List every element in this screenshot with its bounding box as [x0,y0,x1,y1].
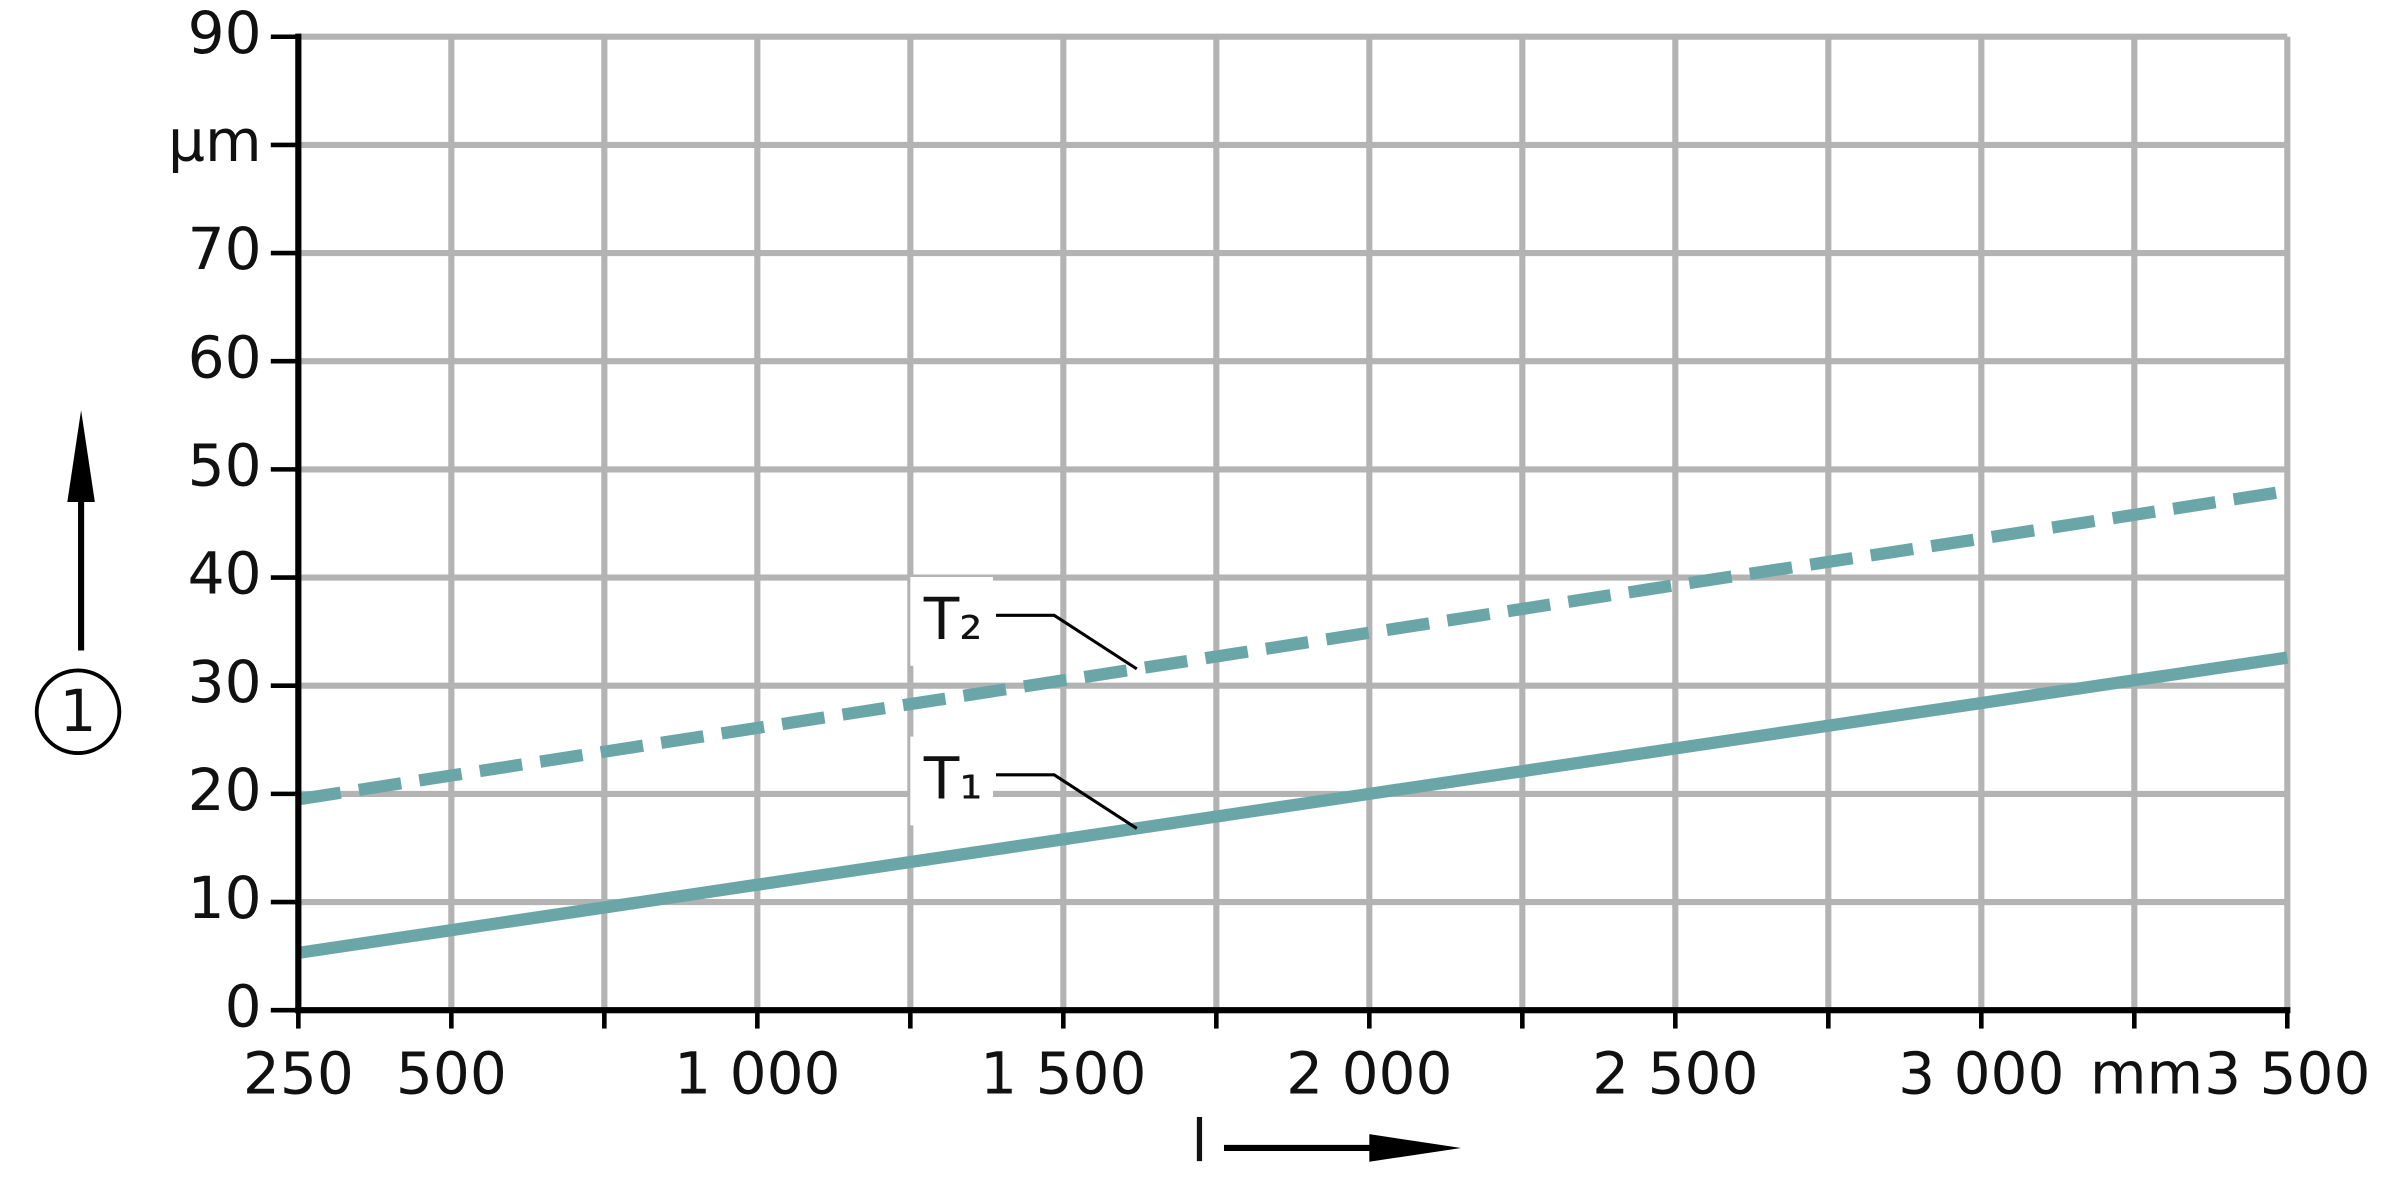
y-tick-label: 70 [188,215,262,283]
series-label: T₂ [923,585,983,653]
x-tick-label: 2 500 [1592,1040,1758,1108]
y-label: 1 [60,677,97,745]
x-tick-label: 3 000 [1898,1040,2064,1108]
x-tick-label: 1 500 [980,1040,1146,1108]
y-tick-label: µm [168,107,262,175]
x-arrow-head [1369,1134,1462,1162]
axes: 1 l 0 10 20 30 40 50 60 70 µm 90 250 500 1 000 1 500 2… [34,0,2371,1175]
leader-line [996,613,1138,671]
label-bg [910,736,993,826]
series-line [297,484,2289,806]
y-tick-label: 50 [188,431,262,499]
y-tick-label: 20 [188,756,262,824]
y-label-circle [34,668,122,755]
x-tick-label: 3 500 [2204,1040,2370,1108]
x-tick-label: 1 000 [674,1040,840,1108]
x-tick-label: 250 [243,1040,354,1108]
y-arrow-head [67,410,95,503]
series-label: T₁ [923,745,983,813]
grid [295,33,2291,1014]
x-unit: mm [2090,1040,2203,1108]
y-tick-label: 0 [225,972,262,1040]
y-tick-label: 60 [188,323,262,391]
x-tick-label: 500 [396,1040,507,1108]
series-line [297,651,2289,959]
x-label: l [1191,1107,1207,1175]
leader-line [996,773,1138,830]
y-tick-label: 40 [188,540,262,608]
y-tick-label: 10 [188,864,262,932]
plot: T₁ T₂ [297,484,2289,959]
y-tick-label: 30 [188,648,262,716]
label-bg [910,577,993,666]
x-tick-label: 2 000 [1286,1040,1452,1108]
y-tick-label: 90 [188,0,262,67]
